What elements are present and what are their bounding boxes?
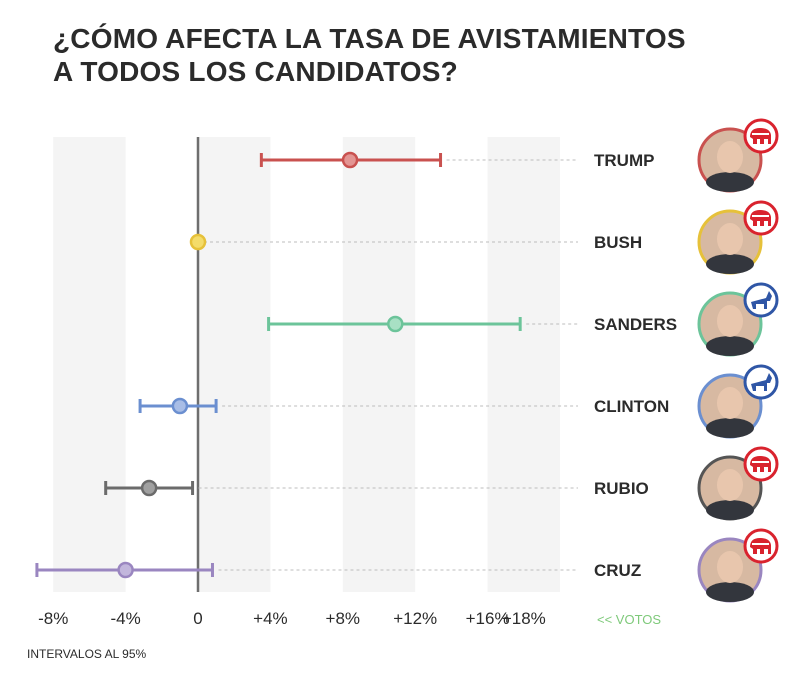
avatar-face [717, 551, 743, 583]
estimate-point-sanders [387, 315, 404, 333]
elephant-icon [743, 446, 779, 482]
x-tick-label: +16% [466, 609, 510, 628]
elephant-shape [750, 456, 771, 472]
candidate-name-rubio: RUBIO [594, 479, 649, 498]
avatar-face [717, 141, 743, 173]
row-sanders: SANDERS [267, 282, 779, 357]
row-clinton: CLINTON [138, 364, 779, 439]
elephant-icon [743, 528, 779, 564]
estimate-point-clinton [171, 397, 189, 415]
avatar-shoulders [706, 418, 754, 438]
avatar-shoulders [706, 582, 754, 602]
elephant-icon [743, 118, 779, 154]
x-tick-label: 0 [193, 609, 202, 628]
avatar-cruz [697, 537, 763, 603]
row-bush: BUSH [189, 200, 779, 275]
x-tick-label: +8% [326, 609, 361, 628]
avatar-face [717, 387, 743, 419]
avatar-face [717, 305, 743, 337]
x-tick-label: -4% [110, 609, 140, 628]
elephant-stripe [752, 215, 769, 217]
estimate-point-bush [189, 233, 207, 251]
shaded-band-2 [198, 137, 271, 592]
row-cruz: CRUZ [35, 528, 779, 603]
x-tick-label: +12% [393, 609, 437, 628]
chart-title-line-2: A TODOS LOS CANDIDATOS? [53, 56, 458, 87]
donkey-shape [751, 373, 772, 391]
avatar-trump [697, 127, 763, 193]
candidate-name-trump: TRUMP [594, 151, 654, 170]
donkey-icon [743, 282, 779, 318]
row-trump: TRUMP [259, 118, 779, 193]
avatar-sanders [697, 291, 763, 357]
candidate-name-bush: BUSH [594, 233, 642, 252]
x-tick-label: -8% [38, 609, 68, 628]
x-tick-label: +4% [253, 609, 288, 628]
row-rubio: RUBIO [104, 446, 779, 521]
candidate-name-clinton: CLINTON [594, 397, 669, 416]
avatar-bush [697, 209, 763, 275]
x-axis-unit-label: << VOTOS [597, 612, 661, 627]
avatar-shoulders [706, 336, 754, 356]
avatar-face [717, 223, 743, 255]
elephant-stripe [752, 543, 769, 545]
shaded-band-4 [487, 137, 560, 592]
avatar-rubio [697, 455, 763, 521]
estimate-point-rubio [140, 479, 158, 497]
avatar-face [717, 469, 743, 501]
chart-title-line-1: ¿CÓMO AFECTA LA TASA DE AVISTAMIENTOS [53, 23, 686, 54]
elephant-stripe [752, 133, 769, 135]
x-tick-label: +18% [502, 609, 546, 628]
shaded-band-1 [53, 137, 126, 592]
avatar-shoulders [706, 254, 754, 274]
estimate-point-cruz [117, 561, 134, 579]
shaded-band-3 [342, 137, 416, 592]
estimate-point-trump [341, 151, 359, 169]
donkey-shape [751, 291, 772, 309]
avatar-shoulders [706, 500, 754, 520]
elephant-shape [750, 538, 771, 554]
candidate-name-cruz: CRUZ [594, 561, 641, 580]
elephant-stripe [752, 461, 769, 463]
chart-title: ¿CÓMO AFECTA LA TASA DE AVISTAMIENTOS A … [53, 22, 773, 88]
donkey-icon [743, 364, 779, 400]
elephant-shape [750, 128, 771, 144]
footnote: INTERVALOS AL 95% [27, 647, 147, 661]
elephant-shape [750, 210, 771, 226]
elephant-icon [743, 200, 779, 236]
candidate-name-sanders: SANDERS [594, 315, 677, 334]
avatar-shoulders [706, 172, 754, 192]
avatar-clinton [697, 373, 763, 439]
